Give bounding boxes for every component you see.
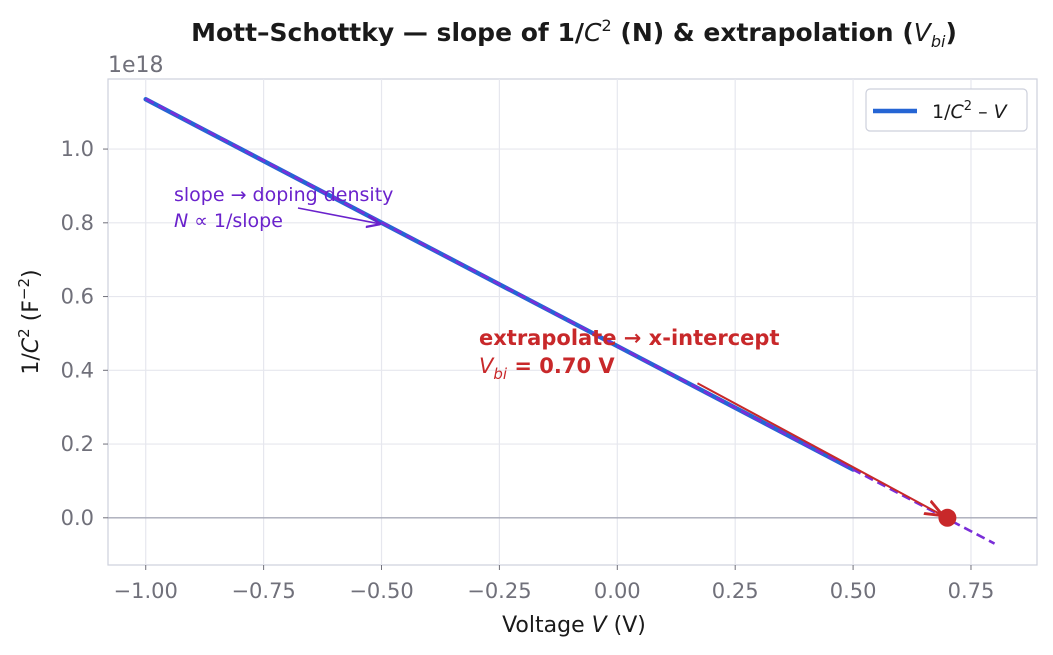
extrapolation-annotation-line1: extrapolate → x-intercept xyxy=(479,326,780,350)
legend-box xyxy=(865,88,1028,132)
y-tick-label-0: 0.0 xyxy=(61,506,94,530)
annotations: slope → doping density N ∝ 1/slope extrapo… xyxy=(174,184,941,515)
x-tick-label-1: −0.75 xyxy=(231,579,295,603)
slope-annotation-line2: N ∝ 1/slope xyxy=(174,210,283,232)
x-tick-labels: −1.00 −0.75 −0.50 −0.25 0.00 0.25 0.50 0.75 xyxy=(114,565,995,603)
y-offset-text: 1e18 xyxy=(108,53,164,78)
extrapolation-fit-line xyxy=(145,97,996,545)
legend: 1/C2 – V xyxy=(865,88,1028,132)
intercept-point xyxy=(938,508,957,527)
slope-annotation-line1: slope → doping density xyxy=(174,184,393,206)
x-tick-label-0: −1.00 xyxy=(114,579,178,603)
legend-label: 1/C2 – V xyxy=(932,99,1009,123)
x-tick-label-5: 0.25 xyxy=(712,579,759,603)
x-tick-label-7: 0.75 xyxy=(948,579,995,603)
slope-annotation-arrow xyxy=(297,207,380,224)
extrapolation-annotation-line2: Vbi = 0.70 V xyxy=(479,354,615,383)
x-tick-label-3: −0.25 xyxy=(467,579,531,603)
y-axis-label: 1/C2 (F−2) xyxy=(15,269,44,374)
y-tick-labels: 0.0 0.2 0.4 0.6 0.8 1.0 xyxy=(61,137,108,530)
chart-marks xyxy=(143,97,996,545)
y-tick-label-5: 1.0 xyxy=(61,137,94,161)
y-tick-label-4: 0.8 xyxy=(61,211,94,235)
x-tick-label-6: 0.50 xyxy=(830,579,877,603)
y-tick-label-2: 0.4 xyxy=(61,358,94,382)
chart-title: Mott–Schottky — slope of 1/C2 (N) & extr… xyxy=(191,16,957,51)
x-tick-label-2: −0.50 xyxy=(349,579,413,603)
y-tick-label-3: 0.6 xyxy=(61,285,94,309)
x-tick-label-4: 0.00 xyxy=(594,579,641,603)
x-axis-label: Voltage V (V) xyxy=(502,613,646,638)
extrapolation-annotation-arrow xyxy=(696,382,941,515)
y-tick-label-1: 0.2 xyxy=(61,432,94,456)
